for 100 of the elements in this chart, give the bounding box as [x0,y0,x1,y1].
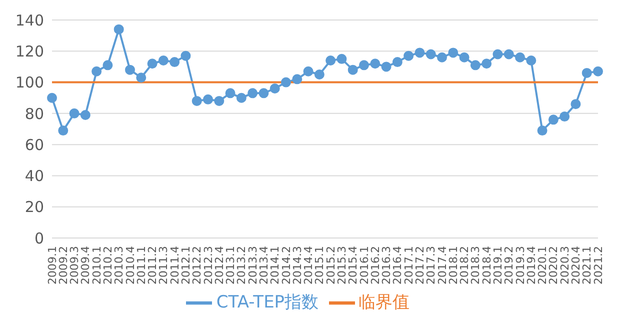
point [258,88,269,98]
point [336,54,347,64]
point [437,52,447,62]
x-tick-label: 2014.2 [280,246,293,284]
x-tick-label: 2010.1 [90,246,104,284]
point [248,88,258,98]
x-tick-label: 2010.2 [102,246,115,284]
point [292,74,302,84]
legend-label: CTA-TEP指数 [216,292,319,313]
point [404,50,414,61]
point [482,58,492,69]
point [225,88,236,98]
x-tick-label: 2009.3 [68,246,82,284]
point [370,58,380,69]
x-tick-label: 2015.4 [346,246,360,284]
point [414,48,425,58]
point [92,66,102,76]
x-tick-label: 2010.3 [112,246,126,284]
y-tick-label: 60 [24,136,44,154]
point [359,60,369,70]
x-tick-label: 2017.4 [436,246,449,284]
point [526,55,536,66]
point [192,96,202,106]
x-tick-label: 2020.4 [570,246,583,284]
point [448,48,458,58]
point [80,110,90,120]
point [303,66,314,76]
x-tick-label: 2013.4 [258,246,271,284]
x-tick-label: 2018.3 [469,246,482,284]
x-tick-label: 2018.4 [480,246,494,284]
point [180,50,191,61]
point [270,84,280,94]
point [548,114,558,125]
point [147,58,158,69]
x-tick-label: 2011.4 [168,246,182,284]
x-tick-label: 2018.1 [446,246,460,284]
x-tick-label: 2009.4 [79,246,92,284]
x-tick-label: 2014.3 [290,246,304,284]
x-tick-label: 2018.2 [458,246,472,284]
point [515,52,525,62]
point [560,112,570,122]
point [348,64,358,75]
x-tick-label: 2013.1 [224,246,238,284]
x-tick-label: 2020.2 [547,246,560,284]
x-tick-label: 2012.4 [212,246,226,284]
y-tick-label: 100 [15,74,44,92]
x-tick-label: 2019.2 [502,246,516,284]
point [214,96,224,106]
x-tick-label: 2013.2 [235,246,248,284]
point [537,126,548,136]
point [102,60,113,70]
point [47,92,57,103]
y-tick-label: 40 [24,167,44,186]
y-tick-label: 120 [15,42,44,60]
x-tick-label: 2017.1 [402,246,416,284]
x-tick-label: 2017.2 [414,246,427,284]
point [58,126,68,136]
point [504,49,514,60]
x-tick-label: 2012.3 [202,246,215,284]
y-tick-label: 20 [24,198,44,216]
x-tick-label: 2009.2 [56,246,70,284]
point [470,60,480,70]
x-tick-label: 2019.1 [492,246,505,284]
point [459,52,470,62]
point [69,108,80,118]
x-tick-label: 2012.1 [180,246,193,284]
point [281,77,291,88]
y-tick-label: 140 [15,11,44,30]
x-tick-label: 2020.1 [536,246,550,284]
x-tick-label: 2011.2 [146,246,160,284]
x-tick-label: 2015.3 [336,246,349,284]
x-tick-label: 2015.1 [313,246,326,284]
point [170,57,180,68]
x-tick-label: 2019.4 [524,246,538,284]
point [492,49,503,60]
point [582,68,592,78]
point [314,70,324,80]
x-tick-label: 2020.3 [558,246,572,284]
x-tick-label: 2013.3 [246,246,260,284]
point [326,55,336,66]
point [426,49,436,60]
x-tick-label: 2019.3 [514,246,527,284]
x-tick-label: 2011.1 [134,246,148,284]
point [158,55,168,66]
point [593,66,603,76]
x-tick-label: 2016.1 [358,246,371,284]
y-tick-label: 80 [24,104,44,123]
x-tick-label: 2015.2 [324,246,338,284]
x-tick-label: 2014.1 [268,246,282,284]
point [236,92,246,103]
x-tick-label: 2014.4 [302,246,316,284]
x-tick-label: 2010.4 [124,246,137,284]
point [203,94,213,104]
y-tick-label: 0 [34,229,44,248]
point [114,24,124,34]
x-tick-label: 2016.4 [391,246,404,284]
x-tick-label: 2021.2 [592,246,605,284]
point [381,62,392,72]
x-tick-label: 2017.3 [424,246,438,284]
x-tick-label: 2021.1 [580,246,594,284]
